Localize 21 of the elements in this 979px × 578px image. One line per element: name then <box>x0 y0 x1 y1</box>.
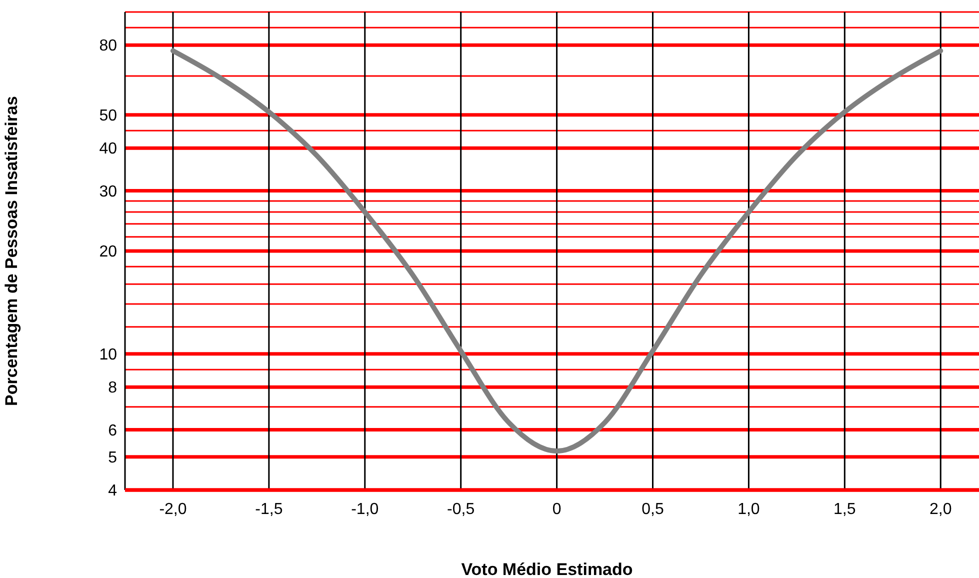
x-tick-label: 0 <box>552 501 562 518</box>
y-tick-label: 50 <box>99 108 118 125</box>
x-tick-label: 2,0 <box>929 501 952 518</box>
y-tick-label: 80 <box>99 38 118 55</box>
y-tick-label: 20 <box>99 244 118 261</box>
x-tick-label: 0,5 <box>642 501 664 518</box>
x-tick-label: 1,0 <box>738 501 760 518</box>
y-tick-label: 6 <box>108 422 118 440</box>
x-tick-label: -1,5 <box>255 501 283 518</box>
y-tick-label: 10 <box>99 346 118 364</box>
y-tick-label: 40 <box>99 140 118 158</box>
y-tick-label: 5 <box>108 449 118 466</box>
x-tick-label: -0,5 <box>447 501 475 518</box>
y-tick-label: 4 <box>108 482 118 500</box>
x-tick-label: -1,0 <box>351 501 379 518</box>
y-tick-label: 30 <box>99 183 118 200</box>
y-axis-title: Porcentagem de Pessoas Insatisfeiras <box>2 96 21 406</box>
x-tick-label: -2,0 <box>159 501 187 518</box>
x-tick-label: 1,5 <box>834 501 856 518</box>
y-tick-label: 8 <box>108 380 118 397</box>
x-axis-title: Voto Médio Estimado <box>461 560 633 578</box>
